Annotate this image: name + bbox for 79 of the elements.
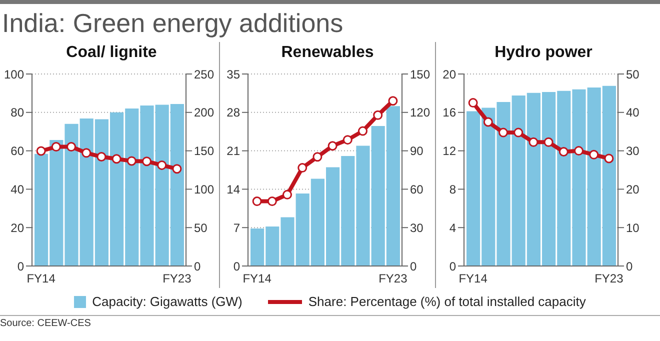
point — [267, 196, 277, 206]
y-tick-label: 4 — [449, 220, 456, 235]
point — [498, 128, 508, 138]
y-tick-label: 20 — [442, 67, 456, 82]
y-tick-label: 100 — [4, 67, 24, 82]
point — [589, 150, 599, 160]
y2-tick-label: 0 — [410, 259, 417, 274]
y-tick-label: 80 — [10, 106, 24, 120]
x-tick-label: FY23 — [594, 272, 624, 286]
y-tick-label: 21 — [226, 144, 240, 158]
y2-tick-label: 100 — [194, 182, 214, 196]
x-tick-label: FY14 — [242, 272, 272, 286]
y-tick-label: 0 — [449, 259, 456, 274]
point — [544, 137, 554, 147]
y-tick-label: 40 — [10, 182, 24, 196]
point — [528, 137, 538, 147]
point — [172, 164, 182, 174]
point — [112, 154, 122, 164]
point — [373, 110, 383, 120]
y2-tick-label: 0 — [626, 259, 633, 274]
source-note: Source: CEEW-CES — [0, 318, 660, 329]
y2-tick-label: 30 — [410, 220, 424, 235]
y-tick-label: 20 — [10, 220, 24, 235]
point — [282, 190, 292, 200]
y2-tick-label: 0 — [194, 259, 201, 274]
point — [558, 147, 568, 157]
point — [96, 152, 106, 162]
point — [483, 117, 493, 127]
point — [328, 141, 338, 151]
y2-tick-label: 200 — [194, 106, 214, 120]
y2-tick-label: 50 — [626, 67, 640, 82]
y-tick-label: 28 — [226, 106, 240, 120]
point — [604, 154, 614, 164]
point — [574, 146, 584, 156]
y2-tick-label: 120 — [410, 106, 430, 120]
y2-tick-label: 20 — [626, 182, 640, 196]
point — [312, 152, 322, 162]
y-tick-label: 35 — [226, 67, 240, 82]
y2-tick-label: 150 — [194, 144, 214, 158]
y2-tick-label: 250 — [194, 67, 214, 82]
point — [252, 196, 262, 206]
chart-subtitle: Coal/ lignite — [65, 44, 158, 63]
y2-tick-label: 60 — [410, 182, 424, 196]
point — [126, 156, 136, 166]
legend-label: Capacity: Gigawatts (GW) — [92, 294, 242, 309]
y2-tick-label: 150 — [410, 67, 430, 82]
chart-title: India: Green energy additions — [1, 7, 344, 40]
y2-tick-label: 30 — [626, 144, 640, 158]
y-tick-label: 60 — [10, 144, 24, 158]
y-tick-label: 0 — [17, 259, 24, 274]
point — [66, 142, 76, 152]
chart-subtitle: Hydro power — [494, 44, 594, 63]
x-tick-label: FY14 — [26, 272, 56, 286]
chart-subtitle: Renewables — [280, 44, 375, 63]
x-tick-label: FY14 — [458, 272, 488, 286]
y-tick-label: 0 — [233, 259, 240, 274]
point — [298, 163, 308, 173]
y2-tick-label: 90 — [410, 144, 424, 158]
y-tick-label: 7 — [233, 220, 240, 235]
y2-tick-label: 40 — [626, 106, 640, 120]
y-tick-label: 16 — [442, 106, 456, 120]
point — [358, 126, 368, 136]
point — [514, 128, 524, 138]
y2-tick-label: 10 — [626, 220, 640, 235]
x-tick-label: FY23 — [162, 272, 192, 286]
y-tick-label: 12 — [442, 144, 456, 158]
point — [342, 135, 352, 145]
point — [468, 98, 478, 108]
y-tick-label: 14 — [226, 182, 240, 196]
y-tick-label: 8 — [449, 182, 456, 196]
point — [51, 142, 61, 152]
point — [388, 96, 398, 106]
legend-label: Share: Percentage (%) of total installed capacity — [308, 294, 586, 309]
point — [82, 148, 92, 158]
point — [36, 146, 46, 156]
x-tick-label: FY23 — [378, 272, 408, 286]
point — [157, 160, 167, 170]
y2-tick-label: 50 — [194, 220, 208, 235]
point — [142, 156, 152, 166]
